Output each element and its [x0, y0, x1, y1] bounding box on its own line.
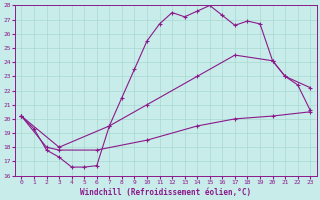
- X-axis label: Windchill (Refroidissement éolien,°C): Windchill (Refroidissement éolien,°C): [80, 188, 252, 197]
